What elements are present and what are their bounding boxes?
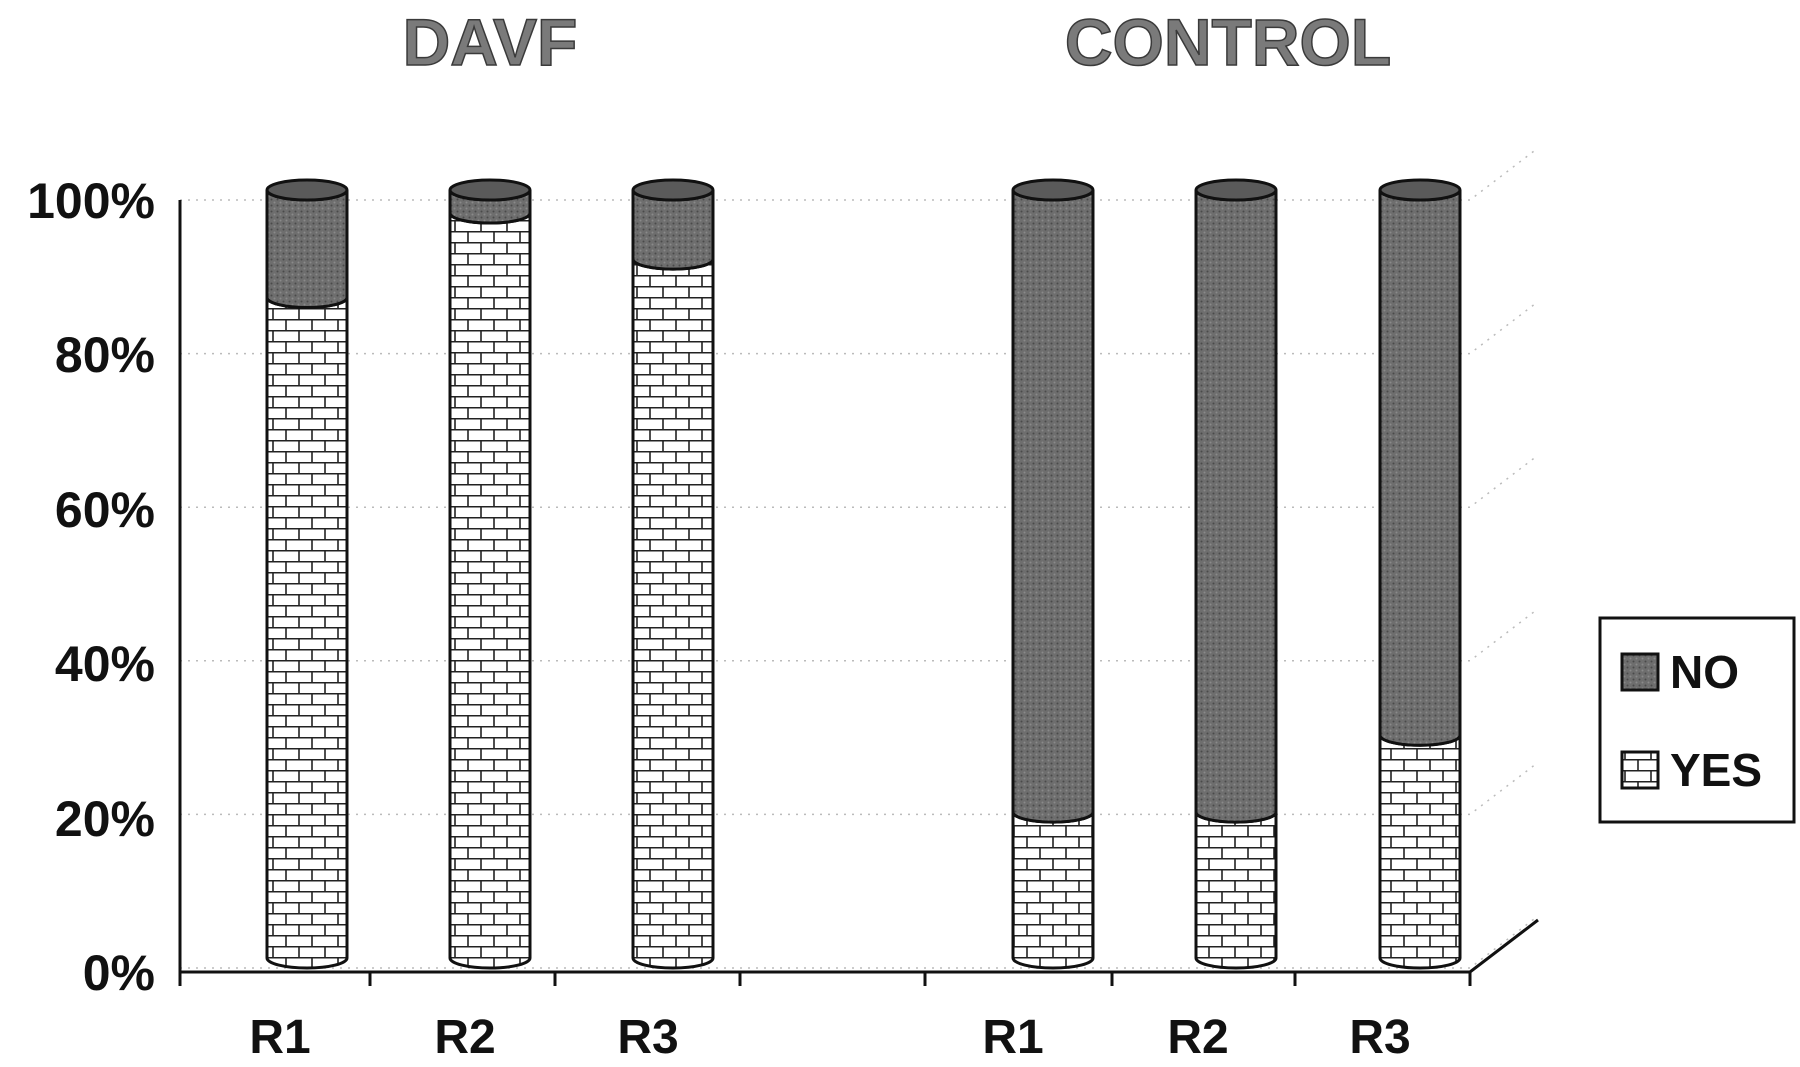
x-axis-line	[180, 918, 1539, 974]
y-tick-label: 0%	[83, 945, 155, 1001]
x-tick-label: R3	[617, 1011, 678, 1064]
y-tick-labels: 0% 20% 40% 60% 80% 100%	[27, 173, 155, 1001]
group-title-control: CONTROL	[1065, 5, 1391, 79]
x-tick-label: R1	[249, 1011, 310, 1064]
bar-segment-yes	[1011, 811, 1095, 970]
legend-label-no: NO	[1670, 646, 1739, 698]
x-tick-marks	[178, 972, 1472, 986]
legend-swatch-yes	[1620, 750, 1660, 790]
bar-segment-no	[1378, 189, 1462, 747]
legend-label-yes: YES	[1670, 744, 1762, 796]
bar-segment-yes	[265, 297, 349, 970]
bar-stack	[1194, 178, 1278, 970]
bar-segment-no	[1011, 189, 1095, 824]
gridline	[180, 147, 1539, 201]
gridline	[180, 608, 1539, 662]
y-tick-label: 40%	[55, 636, 155, 692]
x-tick-label: R2	[434, 1011, 495, 1064]
bar-segment-yes	[631, 258, 715, 970]
bar-segment-no	[1194, 189, 1278, 824]
legend-swatch-no	[1620, 652, 1660, 692]
y-tick-label: 100%	[27, 173, 155, 229]
bar-top-cap	[448, 178, 532, 202]
group-title-davf: DAVF	[403, 5, 578, 79]
bar-stack	[631, 178, 715, 970]
bar-segment-yes	[1194, 811, 1278, 970]
legend: NO YES	[1598, 616, 1796, 824]
bar-stack	[448, 178, 532, 970]
bar-top-cap	[1378, 178, 1462, 202]
bar-segment-yes	[1378, 734, 1462, 970]
axes	[178, 200, 1539, 986]
gridline	[180, 301, 1539, 355]
bar-top-cap	[631, 178, 715, 202]
x-tick-label: R3	[1349, 1011, 1410, 1064]
gridline	[180, 761, 1539, 816]
bar-stack	[1011, 178, 1095, 970]
gridlines	[180, 147, 1539, 969]
bar-top-cap	[1011, 178, 1095, 202]
bar-segment-no	[265, 189, 349, 310]
gridline	[180, 454, 1539, 508]
bar-segment-yes	[448, 212, 532, 970]
gridline	[180, 915, 1539, 969]
y-tick-label: 20%	[55, 791, 155, 847]
x-tick-label: R2	[1167, 1011, 1228, 1064]
group-titles: DAVF CONTROL	[402, 4, 1392, 80]
y-tick-label: 60%	[55, 482, 155, 538]
y-tick-label: 80%	[55, 327, 155, 383]
bars	[265, 178, 1462, 970]
x-tick-labels: R1 R2 R3 R1 R2 R3	[249, 1011, 1410, 1064]
bar-stack	[1378, 178, 1462, 970]
bar-segment-no	[631, 189, 715, 271]
x-tick-label: R1	[982, 1011, 1043, 1064]
bar-top-cap	[265, 178, 349, 202]
bar-top-cap	[1194, 178, 1278, 202]
bar-stack	[265, 178, 349, 970]
